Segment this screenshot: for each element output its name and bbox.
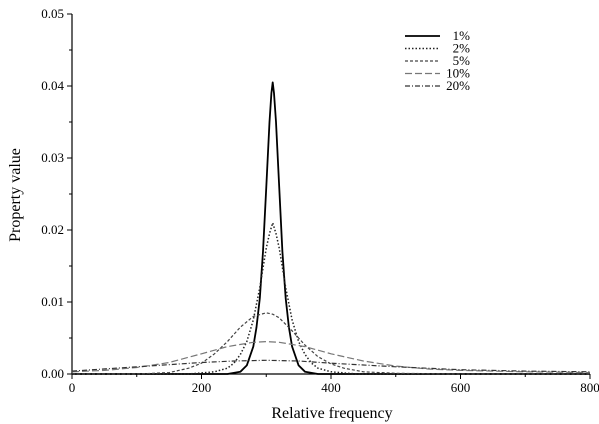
series-line-2 bbox=[72, 222, 590, 375]
series-line-5 bbox=[71, 359, 591, 373]
y-tick-label: 0.04 bbox=[41, 78, 64, 93]
x-tick-label: 800 bbox=[580, 380, 599, 395]
legend-label-1: 1% bbox=[453, 28, 471, 43]
series-line-3 bbox=[72, 312, 590, 375]
legend-label-2: 2% bbox=[453, 41, 471, 56]
x-axis-label: Relative frequency bbox=[271, 405, 392, 422]
x-tick-label: 0 bbox=[69, 380, 76, 395]
y-tick-label: 0.00 bbox=[41, 366, 64, 381]
x-tick-label: 600 bbox=[451, 380, 471, 395]
y-tick-label: 0.03 bbox=[41, 150, 64, 165]
legend-label-5: 20% bbox=[446, 78, 470, 93]
plot-area bbox=[71, 14, 590, 375]
x-tick-label: 200 bbox=[192, 380, 212, 395]
legend: 1%2%5%10%20% bbox=[405, 28, 470, 93]
y-tick-label: 0.01 bbox=[41, 294, 64, 309]
y-tick-label: 0.02 bbox=[41, 222, 64, 237]
legend-label-3: 5% bbox=[453, 53, 471, 68]
legend-label-4: 10% bbox=[446, 66, 470, 81]
x-axis-ticks: 0 200 400 600 800 bbox=[69, 374, 599, 395]
y-tick-label: 0.05 bbox=[41, 6, 64, 21]
y-axis-ticks: 0.00 0.01 0.02 0.03 0.04 0.05 bbox=[41, 6, 72, 381]
series-layer bbox=[71, 81, 591, 375]
series-line-1 bbox=[72, 81, 590, 375]
x-tick-label: 400 bbox=[321, 380, 341, 395]
y-axis-label: Property value bbox=[7, 148, 24, 242]
series-line-4 bbox=[71, 341, 591, 374]
